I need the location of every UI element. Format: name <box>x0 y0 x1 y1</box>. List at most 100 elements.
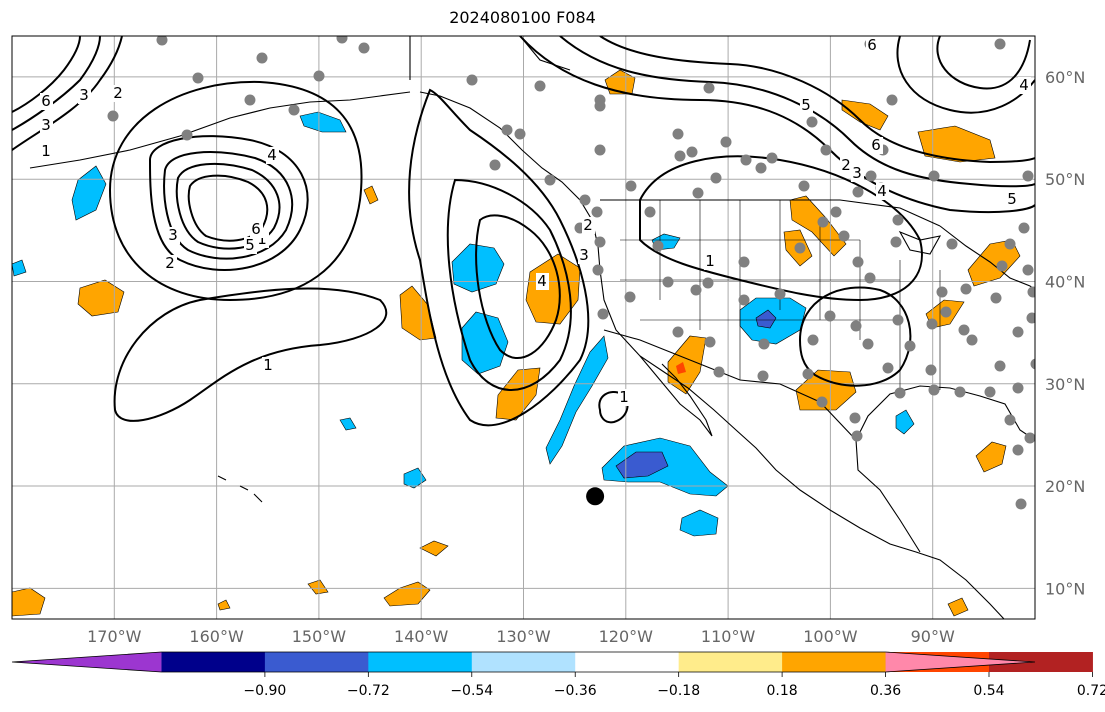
hawaii-islands <box>217 475 263 503</box>
station-dot <box>966 334 978 346</box>
positive-anomaly-area <box>363 185 379 205</box>
station-dot <box>816 396 828 408</box>
colorbar-tick-label: 0.36 <box>870 683 901 699</box>
station-dot <box>594 100 606 112</box>
station-dot <box>1012 326 1024 338</box>
colorbar: −0.90 −0.72 −0.54 −0.36 −0.18 0.18 0.36 0.54 0.7… <box>11 651 1105 699</box>
baja-peninsula <box>639 355 713 437</box>
station-dot <box>904 340 916 352</box>
station-dot <box>256 52 268 64</box>
latitude-tick-label: 10°N <box>1045 579 1085 598</box>
station-dot <box>1012 382 1024 394</box>
negative-anomaly-area <box>12 259 27 277</box>
station-dot <box>774 288 786 300</box>
contour-line <box>408 88 590 427</box>
colorbar-tick-label: −0.72 <box>347 683 390 699</box>
strong-negative-area <box>615 451 669 479</box>
negative-anomaly-area <box>895 409 915 435</box>
north-america-coastline <box>419 91 1005 619</box>
station-dot <box>817 216 829 228</box>
station-dot <box>798 180 810 192</box>
colorbar-segment <box>782 652 887 672</box>
station-dot <box>710 172 722 184</box>
contour-label-background <box>866 37 879 54</box>
station-dot <box>703 82 715 94</box>
contour-line <box>148 135 309 271</box>
station-dot <box>849 412 861 424</box>
station-dot <box>830 206 842 218</box>
station-dot <box>1024 432 1035 444</box>
gulf-coastline <box>855 385 1035 553</box>
contour-label-background <box>266 147 279 164</box>
station-dot <box>865 170 877 182</box>
station-dot <box>940 306 952 318</box>
station-dot <box>807 334 819 346</box>
colorbar-segment <box>368 652 473 672</box>
station-dot <box>579 194 591 206</box>
station-dot <box>755 162 767 174</box>
contour-value-label: 2 <box>583 216 593 234</box>
station-dot <box>1015 498 1027 510</box>
contour-value-label: 4 <box>1019 76 1029 94</box>
station-dot <box>990 292 1002 304</box>
colorbar-tick-label: −0.36 <box>554 683 597 699</box>
positive-anomaly-area <box>495 367 541 421</box>
station-dot <box>534 80 546 92</box>
station-dot <box>928 170 940 182</box>
station-dot <box>704 336 716 348</box>
station-dot <box>984 386 996 398</box>
contour-value-label: 1 <box>705 252 715 270</box>
contour-label-background <box>578 247 591 264</box>
station-dot <box>713 366 725 378</box>
station-dot <box>852 256 864 268</box>
contour-value-label: 6 <box>41 92 51 110</box>
strong-negative-area <box>755 309 777 329</box>
station-dot <box>758 338 770 350</box>
station-dot <box>766 152 778 164</box>
station-dot <box>674 150 686 162</box>
contour-line <box>12 36 101 131</box>
station-dot <box>892 314 904 326</box>
contour-label-background <box>536 273 549 290</box>
station-dot <box>644 206 656 218</box>
contour-label-background <box>262 357 275 374</box>
contour-label-background <box>618 389 631 406</box>
station-dot <box>244 94 256 106</box>
negative-anomaly-area <box>451 243 505 293</box>
contour-value-label: 5 <box>801 96 811 114</box>
colorbar-tick-label: −0.18 <box>657 683 700 699</box>
station-dot <box>489 159 501 171</box>
latitude-tick-label: 60°N <box>1045 68 1085 87</box>
station-dot <box>592 264 604 276</box>
contour-value-label: 3 <box>852 164 862 182</box>
positive-anomaly-area <box>841 99 889 131</box>
contour-label-background <box>876 183 889 200</box>
colorbar-tick-label: 0.72 <box>1077 683 1105 699</box>
station-dot <box>850 320 862 332</box>
station-dot <box>591 206 603 218</box>
station-dot <box>738 294 750 306</box>
longitude-tick-label: 110°W <box>701 627 756 646</box>
longitude-tick-label: 160°W <box>189 627 244 646</box>
station-dot <box>1004 414 1016 426</box>
contour-label-background <box>244 237 257 254</box>
contour-line <box>896 36 1035 114</box>
negative-anomaly-area <box>339 417 357 431</box>
colorbar-tick-label: −0.54 <box>450 683 493 699</box>
positive-anomaly-area <box>217 599 231 611</box>
contour-value-label: 3 <box>41 116 51 134</box>
contour-label-background <box>704 253 717 270</box>
negative-anomaly-area <box>403 467 427 489</box>
station-dot <box>806 116 818 128</box>
station-dot <box>594 236 606 248</box>
contour-line <box>598 391 629 424</box>
contour-value-label: 2 <box>841 156 851 174</box>
station-dot <box>672 128 684 140</box>
positive-anomaly-area <box>604 69 636 95</box>
station-dot <box>738 256 750 268</box>
contour-label-background <box>164 255 177 272</box>
contour-value-label: 6 <box>867 36 877 54</box>
station-dot <box>597 308 609 320</box>
contour-value-label: 4 <box>877 182 887 200</box>
contour-value-label: 1 <box>263 356 273 374</box>
